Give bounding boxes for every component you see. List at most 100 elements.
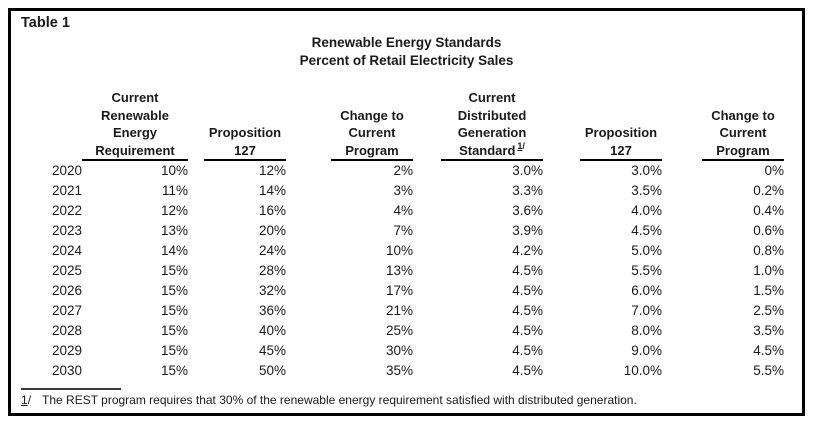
cell-value: 15% [160,263,188,278]
spacer-cell [662,221,702,241]
cell-value: 0.4% [753,203,784,218]
cell-value: 30% [385,343,413,358]
col-header-current-renewable-requirement: Current Renewable Energy Requirement [82,70,188,161]
cell-value: 14% [258,183,286,198]
cell-value: 3.9% [512,223,543,238]
table-title: Renewable Energy Standards Percent of Re… [11,34,802,70]
spacer-cell [543,241,580,261]
title-line-1: Renewable Energy Standards [311,35,502,50]
cell-year: 2030 [51,363,82,378]
cell-year: 2024 [51,243,82,258]
spacer-cell [413,160,441,181]
spacer-cell [543,201,580,221]
cell-value: 15% [160,343,188,358]
spacer-cell [543,261,580,281]
spacer-cell [413,321,441,341]
table-row: 2029 15% 45% 30% 4.5% 9.0% 4.5% [14,341,784,361]
cell-value: 4.5% [512,323,543,338]
spacer-cell [662,321,702,341]
spacer-cell [413,70,441,160]
cell-value: 4.5% [512,303,543,318]
spacer-cell [413,241,441,261]
header-text: Change to Current Program [711,107,775,158]
spacer-cell [413,341,441,361]
cell-year: 2023 [51,223,82,238]
col-header-proposition-127-res: Proposition 127 [204,70,286,161]
spacer-cell [543,321,580,341]
spacer-cell [413,301,441,321]
cell-value: 10% [385,243,413,258]
spacer-cell [543,181,580,201]
table-row: 2022 12% 16% 4% 3.6% 4.0% 0.4% [14,201,784,221]
spacer-cell [413,281,441,301]
cell-year: 2027 [51,303,82,318]
cell-year: 2028 [51,323,82,338]
spacer-cell [662,160,702,181]
spacer-cell [286,341,331,361]
cell-value: 13% [385,263,413,278]
footnote-reference-slash: / [522,141,525,152]
spacer-cell [286,361,331,381]
table-frame: Table 1 Renewable Energy Standards Perce… [8,8,805,416]
spacer-cell [413,261,441,281]
header-text: Proposition 127 [208,125,282,158]
table-row: 2028 15% 40% 25% 4.5% 8.0% 3.5% [14,321,784,341]
cell-value: 0.8% [753,243,784,258]
spacer-cell [662,361,702,381]
table-row: 2025 15% 28% 13% 4.5% 5.5% 1.0% [14,261,784,281]
cell-value: 45% [258,343,286,358]
footnote: 1/ The REST program requires that 30% of… [21,393,792,407]
cell-value: 3.0% [631,163,662,178]
spacer-cell [188,241,204,261]
spacer-cell [662,301,702,321]
cell-value: 2% [393,163,413,178]
cell-value: 4.5% [512,263,543,278]
cell-value: 7.0% [631,303,662,318]
spacer-cell [413,181,441,201]
footnote-reference-mark: 1/ [517,141,525,151]
footnote-marker-number: 1 [21,393,28,407]
spacer-cell [188,221,204,241]
col-header-change-to-current-program-dg: Change to Current Program [702,70,784,161]
cell-value: 15% [160,323,188,338]
spacer-cell [413,221,441,241]
spacer-cell [286,70,331,160]
spacer-cell [188,261,204,281]
table-row: 2027 15% 36% 21% 4.5% 7.0% 2.5% [14,301,784,321]
cell-value: 5.5% [631,263,662,278]
cell-year: 2022 [51,203,82,218]
spacer-cell [286,221,331,241]
cell-value: 28% [258,263,286,278]
cell-value: 12% [160,203,188,218]
cell-value: 24% [258,243,286,258]
cell-value: 1.0% [753,263,784,278]
cell-value: 0% [764,163,784,178]
res-table: Current Renewable Energy Requirement Pro… [14,70,784,381]
cell-value: 32% [258,283,286,298]
header-row: Current Renewable Energy Requirement Pro… [14,70,784,161]
spacer-cell [543,341,580,361]
spacer-cell [662,70,702,160]
spacer-cell [543,361,580,381]
cell-value: 7% [393,223,413,238]
table-row: 2020 10% 12% 2% 3.0% 3.0% 0% [14,160,784,181]
cell-value: 25% [385,323,413,338]
cell-year: 2029 [51,343,82,358]
col-header-distributed-generation-standard: Current Distributed Generation Standard 1… [441,70,543,161]
cell-value: 4.2% [512,243,543,258]
table-row: 2024 14% 24% 10% 4.2% 5.0% 0.8% [14,241,784,261]
table-row: 2030 15% 50% 35% 4.5% 10.0% 5.5% [14,361,784,381]
header-text: Change to Current Program [340,107,404,158]
year-column-header [14,70,82,160]
cell-value: 4.5% [512,343,543,358]
spacer-cell [286,181,331,201]
cell-value: 3% [393,183,413,198]
spacer-cell [662,341,702,361]
spacer-cell [286,241,331,261]
title-line-2: Percent of Retail Electricity Sales [299,53,514,68]
cell-value: 3.5% [631,183,662,198]
spacer-cell [286,261,331,281]
cell-value: 4% [393,203,413,218]
cell-value: 15% [160,303,188,318]
cell-year: 2025 [51,263,82,278]
